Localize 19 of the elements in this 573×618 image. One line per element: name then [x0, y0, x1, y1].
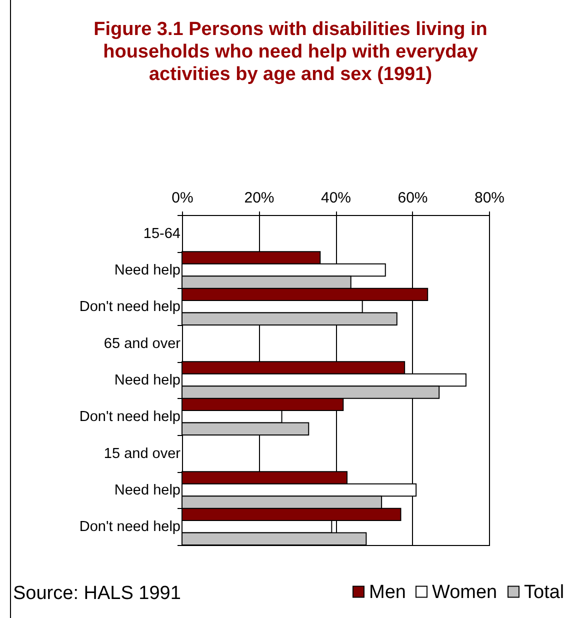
- y-tick-label: 65 and over: [104, 336, 181, 352]
- legend-label: Men: [369, 582, 406, 603]
- y-tick-label: Don't need help: [79, 409, 180, 426]
- x-tick-label: 60%: [398, 190, 428, 206]
- y-tick-label: Don't need help: [79, 299, 180, 316]
- y-tick-label: Need help: [114, 372, 180, 388]
- source-note: Source: HALS 1991: [13, 583, 181, 604]
- chart-title: Figure 3.1 Persons with disabilities living in households who need help with everyday activities by age and sex (1991): [94, 19, 488, 85]
- x-tick-label: 80%: [474, 190, 505, 206]
- y-tick-label: Need help: [114, 482, 180, 498]
- y-tick-label: Don't need help: [79, 519, 180, 536]
- legend-label: Women: [432, 582, 498, 603]
- y-tick-label: 15-64: [143, 226, 180, 242]
- x-tick-label: 40%: [320, 190, 352, 206]
- y-tick-label: Need help: [114, 262, 180, 278]
- x-tick-label: 0%: [172, 190, 194, 206]
- legend-label: Total: [524, 582, 564, 603]
- y-tick-label: 15 and over: [104, 446, 181, 462]
- x-tick-label: 20%: [244, 190, 274, 206]
